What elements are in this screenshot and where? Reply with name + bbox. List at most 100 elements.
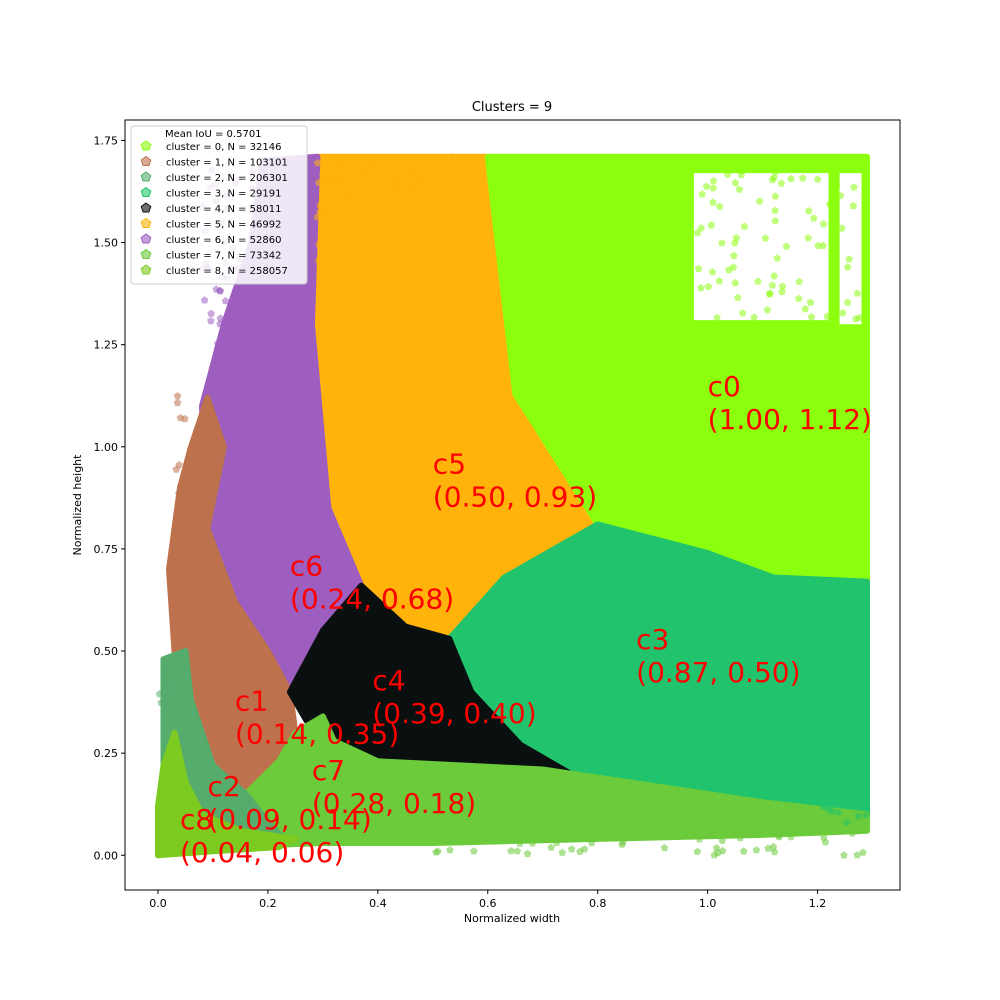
- scatter-point-cluster-5: [352, 202, 361, 211]
- scatter-point-cluster-0: [770, 272, 778, 280]
- scatter-point-cluster-1: [177, 517, 186, 525]
- scatter-point-cluster-6: [216, 320, 224, 328]
- scatter-point-cluster-7: [852, 827, 861, 835]
- scatter-point-cluster-7: [545, 828, 553, 836]
- x-axis-label: Normalized width: [464, 912, 560, 925]
- scatter-point-cluster-6: [258, 350, 267, 358]
- scatter-point-cluster-2: [163, 682, 171, 690]
- scatter-point-cluster-7: [752, 846, 761, 854]
- scatter-point-cluster-3: [822, 801, 830, 810]
- scatter-point-cluster-0: [738, 309, 747, 317]
- scatter-point-cluster-6: [200, 296, 209, 304]
- scatter-point-cluster-0: [819, 241, 827, 249]
- scatter-point-cluster-0: [795, 294, 803, 302]
- scatter-point-cluster-5: [374, 162, 382, 170]
- scatter-point-cluster-5: [334, 185, 343, 193]
- scatter-point-cluster-0: [697, 224, 705, 232]
- scatter-point-cluster-3: [834, 808, 843, 816]
- scatter-point-cluster-1: [196, 513, 204, 521]
- legend: Mean IoU = 0.5701 cluster = 0, N = 32146…: [130, 125, 308, 285]
- scatter-point-cluster-0: [737, 166, 746, 174]
- scatter-point-cluster-7: [659, 831, 668, 839]
- scatter-point-cluster-0: [694, 264, 703, 272]
- scatter-point-cluster-7: [558, 848, 567, 856]
- scatter-point-cluster-0: [778, 282, 787, 290]
- scatter-point-cluster-1: [180, 490, 189, 498]
- scatter-point-cluster-1: [196, 484, 205, 492]
- scatter-point-cluster-7: [547, 843, 555, 851]
- legend-label-6: cluster = 6, N = 52860: [166, 235, 282, 246]
- scatter-point-cluster-5: [347, 178, 355, 186]
- scatter-point-cluster-5: [413, 173, 422, 181]
- scatter-point-cluster-2: [161, 675, 170, 683]
- scatter-point-cluster-0: [709, 198, 717, 206]
- scatter-point-cluster-0: [768, 175, 777, 184]
- scatter-point-cluster-0: [740, 222, 749, 230]
- scatter-point-cluster-0: [730, 251, 738, 260]
- scatter-point-cluster-5: [367, 246, 375, 254]
- y-tick-label: 0.25: [94, 747, 119, 760]
- scatter-point-cluster-0: [731, 178, 740, 187]
- scatter-point-cluster-0: [725, 266, 733, 274]
- y-axis-label: Normalized height: [71, 454, 84, 556]
- scatter-point-cluster-0: [849, 201, 858, 210]
- legend-marker-3: [140, 186, 152, 197]
- legend-label-8: cluster = 8, N = 258057: [166, 266, 288, 277]
- scatter-point-cluster-6: [289, 292, 297, 300]
- scatter-point-cluster-5: [444, 166, 452, 175]
- scatter-point-cluster-0: [795, 277, 804, 285]
- centroid-label-8: c8: [180, 803, 213, 836]
- scatter-point-cluster-7: [710, 851, 719, 859]
- scatter-point-cluster-7: [552, 838, 561, 846]
- scatter-point-cluster-5: [344, 189, 353, 197]
- scatter-point-cluster-7: [528, 839, 537, 847]
- sparse-area: [693, 173, 829, 321]
- scatter-point-cluster-0: [798, 174, 807, 182]
- centroid-coords-0: (1.00, 1.12): [708, 403, 872, 436]
- scatter-point-cluster-6: [221, 297, 230, 305]
- x-tick-label: 1.2: [809, 897, 827, 910]
- scatter-point-cluster-0: [735, 185, 744, 193]
- scatter-point-cluster-3: [815, 787, 823, 795]
- scatter-point-cluster-0: [708, 268, 717, 276]
- scatter-point-cluster-0: [807, 312, 816, 321]
- scatter-point-cluster-5: [375, 257, 384, 265]
- scatter-point-cluster-0: [761, 234, 770, 242]
- scatter-point-cluster-6: [230, 357, 239, 366]
- legend-label-2: cluster = 2, N = 206301: [166, 173, 288, 184]
- scatter-point-cluster-0: [804, 234, 812, 242]
- scatter-point-cluster-0: [750, 313, 758, 321]
- scatter-point-cluster-3: [856, 767, 864, 775]
- scatter-point-cluster-1: [188, 490, 197, 498]
- scatter-point-cluster-0: [843, 298, 852, 306]
- scatter-point-cluster-0: [771, 217, 779, 225]
- scatter-point-cluster-5: [350, 236, 359, 244]
- scatter-point-cluster-7: [576, 847, 584, 855]
- scatter-point-cluster-6: [253, 319, 261, 327]
- x-tick-label: 0.6: [479, 897, 497, 910]
- scatter-point-cluster-3: [843, 818, 851, 826]
- scatter-point-cluster-3: [853, 750, 861, 758]
- scatter-point-cluster-3: [847, 735, 855, 743]
- scatter-point-cluster-0: [855, 313, 864, 321]
- scatter-point-cluster-6: [234, 304, 242, 312]
- legend-label-7: cluster = 7, N = 73342: [166, 251, 282, 262]
- scatter-point-cluster-0: [825, 200, 834, 208]
- scatter-point-cluster-5: [449, 161, 458, 170]
- scatter-point-cluster-7: [736, 834, 744, 842]
- legend-marker-2: [140, 171, 152, 182]
- scatter-point-cluster-0: [771, 168, 780, 176]
- scatter-point-cluster-0: [845, 255, 853, 263]
- scatter-point-cluster-5: [435, 155, 443, 163]
- scatter-point-cluster-7: [764, 844, 772, 852]
- scatter-point-cluster-5: [424, 163, 432, 171]
- scatter-point-cluster-5: [340, 219, 348, 227]
- centroid-coords-8: (0.04, 0.06): [180, 836, 344, 869]
- scatter-point-cluster-6: [238, 332, 247, 340]
- scatter-point-cluster-5: [333, 201, 342, 209]
- legend-marker-8: [140, 264, 152, 275]
- centroid-coords-7: (0.28, 0.18): [312, 787, 476, 820]
- scatter-point-cluster-6: [259, 297, 268, 306]
- x-tick-label: 0.4: [369, 897, 387, 910]
- scatter-point-cluster-0: [771, 206, 779, 214]
